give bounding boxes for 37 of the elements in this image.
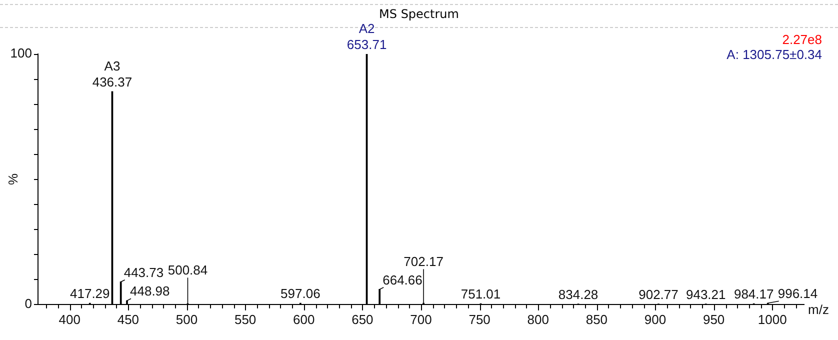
annotation: 834.28: [558, 286, 598, 302]
x-tick-label: 600: [293, 312, 315, 327]
annotation: 943.21: [686, 286, 726, 302]
annotation: 902.77: [638, 286, 678, 302]
x-tick-label: 1000: [758, 312, 787, 327]
x-tick-label: 900: [644, 312, 666, 327]
annotation: 597.06: [280, 286, 320, 302]
annotation: 996.14: [778, 286, 818, 302]
x-tick-label: 850: [586, 312, 608, 327]
x-tick-label: 500: [176, 312, 198, 327]
chart-title: MS Spectrum: [378, 7, 460, 21]
x-tick-label: 750: [468, 312, 490, 327]
text: 2.27e8: [781, 32, 822, 47]
annotation: 653.71: [346, 37, 387, 52]
y-axis-title: %: [6, 172, 21, 185]
x-tick-label: 700: [410, 312, 432, 327]
x-axis-title: m/z: [808, 302, 829, 317]
annotation: A3: [104, 58, 120, 74]
annotation: 702.17: [404, 254, 444, 270]
x-tick-label: 800: [527, 312, 549, 327]
annotation: 443.73: [124, 264, 164, 280]
y-tick-label: 100: [10, 46, 32, 61]
annotation: A2: [358, 21, 375, 36]
x-tick-label: 550: [234, 312, 256, 327]
annotation: 436.37: [92, 74, 132, 90]
annotation: 984.17: [734, 286, 774, 302]
x-tick-label: 400: [58, 312, 80, 327]
annotation: 751.01: [460, 286, 501, 302]
x-tick-label: 650: [352, 312, 374, 327]
annotation: 664.66: [382, 272, 422, 288]
x-tick-label: 950: [702, 312, 725, 327]
annotation: 448.98: [130, 284, 170, 299]
annotation: 500.84: [168, 262, 208, 278]
annotation: A: 1305.75±0.34: [726, 47, 822, 62]
y-tick-label: 0: [24, 296, 32, 311]
annotation: 417.29: [70, 286, 110, 302]
x-tick-label: 450: [117, 312, 140, 327]
